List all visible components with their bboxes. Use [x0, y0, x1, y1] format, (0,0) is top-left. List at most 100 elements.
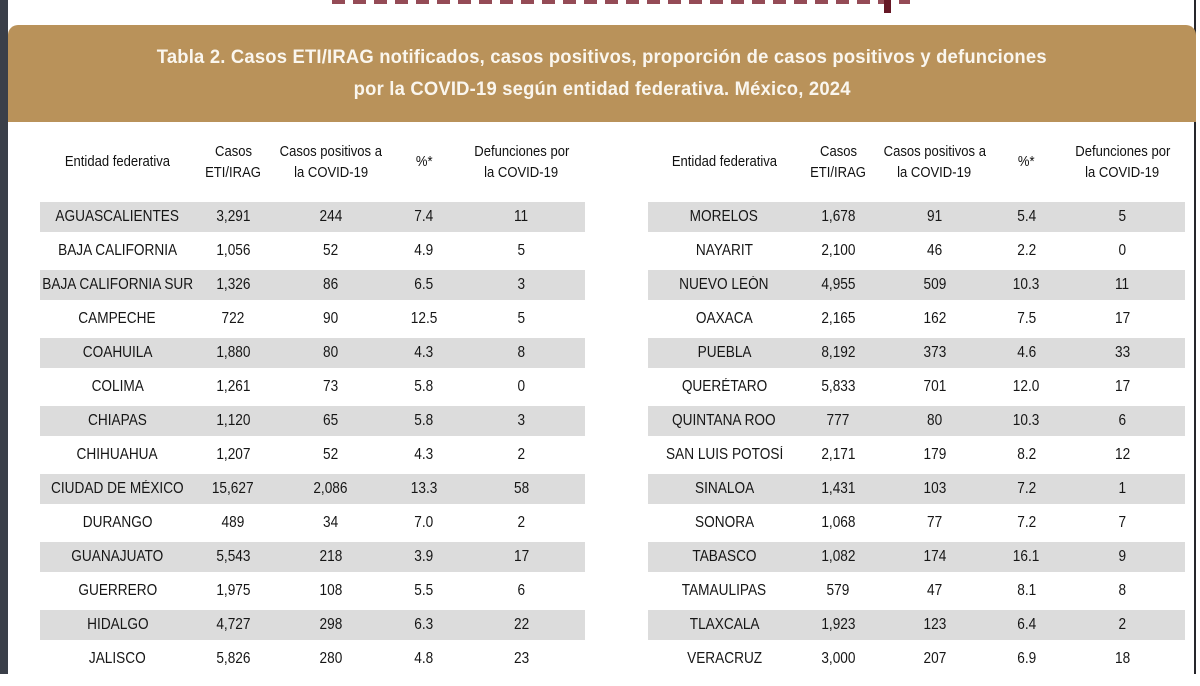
cell-text: 3.9	[414, 548, 434, 565]
cell-text: 58	[513, 480, 530, 497]
cell-text: HIDALGO	[86, 616, 149, 633]
cell-positivos: 509	[876, 268, 993, 302]
cell-text: 4.3	[414, 446, 434, 463]
cell-text: 52	[323, 242, 339, 259]
cell-positivos: 108	[272, 574, 390, 608]
cell-text: MORELOS	[690, 208, 759, 225]
table-row: OAXACA 2,165 162 7.5 17	[648, 302, 1185, 336]
cell-defunciones: 3	[457, 268, 585, 302]
cell-text: 18	[1114, 650, 1130, 667]
column-header-entidad: Entidad federativa	[40, 126, 195, 200]
cell-text: 86	[323, 276, 339, 293]
cell-text: 4.3	[414, 344, 434, 361]
cell-casos: 1,880	[194, 336, 272, 370]
table-row: BAJA CALIFORNIA SUR 1,326 86 6.5 3	[40, 268, 585, 302]
cell-text: 6	[1118, 412, 1127, 429]
cell-entidad: CIUDAD DE MÉXICO	[40, 472, 195, 506]
table-row: AGUASCALIENTES 3,291 244 7.4 11	[40, 200, 585, 234]
cell-text: 80	[926, 412, 943, 429]
cell-casos: 777	[800, 404, 877, 438]
table-row: NAYARIT 2,100 46 2.2 0	[648, 234, 1185, 268]
cell-positivos: 90	[272, 302, 390, 336]
cell-text: 17	[1114, 310, 1130, 327]
cell-casos: 8,192	[800, 336, 877, 370]
cell-text: DURANGO	[82, 514, 153, 531]
cell-text: 2	[1118, 616, 1127, 633]
cell-text: CHIAPAS	[87, 412, 147, 429]
cell-text: 5,833	[821, 378, 856, 395]
cell-text: 2.2	[1016, 242, 1036, 259]
cell-pct: 16.1	[992, 540, 1060, 574]
cell-defunciones: 11	[457, 200, 585, 234]
cell-text: 1,056	[216, 242, 251, 259]
clipped-red-heading	[332, 0, 910, 4]
cell-text: 489	[221, 514, 245, 531]
column-header-line: la COVID-19	[293, 165, 368, 181]
cell-text: 52	[323, 446, 339, 463]
cell-entidad: CHIAPAS	[40, 404, 195, 438]
cell-defunciones: 6	[1059, 404, 1185, 438]
cell-text: VERACRUZ	[686, 650, 762, 667]
cell-text: 5,826	[216, 650, 251, 667]
table-row: SINALOA 1,431 103 7.2 1	[648, 472, 1185, 506]
table-title-line2: por la COVID-19 según entidad federativa…	[353, 78, 851, 100]
cell-defunciones: 5	[458, 302, 585, 336]
cell-casos: 2,100	[801, 234, 877, 268]
cell-pct: 4.3	[390, 438, 458, 472]
cell-text: 777	[826, 412, 850, 429]
table-row: DURANGO 489 34 7.0 2	[40, 506, 585, 540]
cell-casos: 1,678	[800, 200, 877, 234]
cell-text: QUINTANA ROO	[672, 412, 777, 429]
cell-text: 2,171	[821, 446, 856, 463]
column-header-line: Casos	[819, 143, 857, 160]
column-header-line: Casos positivos a	[883, 143, 986, 160]
cell-text: 1,082	[821, 548, 856, 565]
column-header-line: ETI/IRAG	[810, 165, 867, 181]
cell-text: 7.5	[1016, 310, 1036, 327]
cell-text: 123	[923, 616, 946, 633]
table-right: Entidad federativa Casos ETI/IRAG Casos pos…	[648, 126, 1185, 686]
cell-text: OAXACA	[695, 310, 753, 327]
cell-text: 5	[1118, 208, 1127, 225]
table-left-body: AGUASCALIENTES 3,291 244 7.4 11 BAJA CALIFORN…	[40, 200, 585, 676]
column-header-line: Entidad federativa	[64, 154, 170, 171]
cell-pct: 2.2	[993, 234, 1060, 268]
cell-entidad: AGUASCALIENTES	[40, 200, 195, 234]
cell-pct: 8.2	[993, 438, 1060, 472]
cell-text: 7.0	[414, 514, 434, 531]
cell-text: 4.8	[414, 650, 434, 667]
cell-text: 722	[221, 310, 245, 327]
cell-text: 5.8	[414, 378, 434, 395]
cell-defunciones: 5	[1059, 200, 1185, 234]
table-row: COAHUILA 1,880 80 4.3 8	[40, 336, 585, 370]
cell-defunciones: 7	[1060, 506, 1185, 540]
table-left-header: Entidad federativa Casos ETI/IRAG Casos pos…	[40, 126, 585, 200]
cell-text: 6.9	[1016, 650, 1036, 667]
cell-defunciones: 33	[1059, 336, 1185, 370]
cell-text: 6.4	[1016, 616, 1036, 633]
cell-pct: 5.8	[389, 404, 458, 438]
cell-positivos: 91	[876, 200, 993, 234]
column-header-line: Casos	[214, 143, 252, 160]
cell-positivos: 174	[876, 540, 993, 574]
cell-entidad: COAHUILA	[40, 336, 195, 370]
cell-casos: 4,955	[800, 268, 877, 302]
column-header-defunciones: Defunciones por la COVID-19	[458, 126, 585, 200]
cell-pct: 7.2	[993, 506, 1060, 540]
cell-text: 2,165	[821, 310, 856, 327]
cell-text: SAN LUIS POTOSÍ	[665, 446, 783, 463]
column-header-line: la COVID-19	[897, 165, 972, 181]
cell-entidad: GUERRERO	[40, 574, 195, 608]
table-row: QUINTANA ROO 777 80 10.3 6	[648, 404, 1185, 438]
column-header-line: %*	[1017, 154, 1035, 171]
cell-text: 12.5	[410, 310, 438, 327]
cell-text: 108	[319, 582, 343, 599]
cell-positivos: 80	[876, 404, 993, 438]
table-row: TAMAULIPAS 579 47 8.1 8	[648, 574, 1185, 608]
cell-text: TAMAULIPAS	[682, 582, 767, 599]
table-left: Entidad federativa Casos ETI/IRAG Casos pos…	[40, 126, 585, 686]
table-row: PUEBLA 8,192 373 4.6 33	[648, 336, 1185, 370]
cell-positivos: 47	[876, 574, 993, 608]
cell-text: 280	[319, 650, 343, 667]
cell-casos: 5,543	[194, 540, 272, 574]
